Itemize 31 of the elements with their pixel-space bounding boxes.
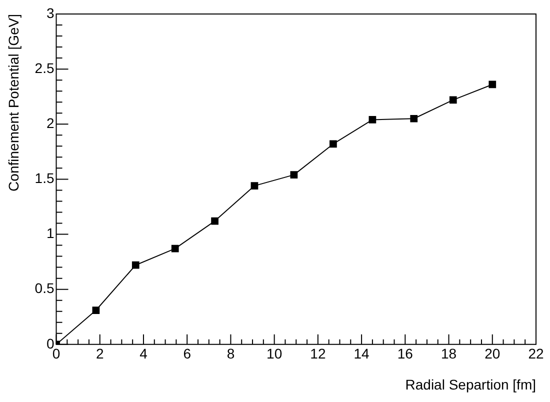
y-tick-label: 0.5 <box>34 280 54 296</box>
point <box>250 182 258 190</box>
x-tick-label: 12 <box>310 346 326 362</box>
y-tick-label: 0 <box>46 335 54 352</box>
y-axis-title: Confinement Potential [GeV] <box>5 14 22 192</box>
y-tick-label: 1 <box>46 225 54 242</box>
point <box>488 80 496 88</box>
point <box>330 140 337 148</box>
x-tick-label: 20 <box>484 346 500 362</box>
x-tick-label: 16 <box>397 346 414 362</box>
point <box>290 171 298 178</box>
x-tick-label: 10 <box>266 346 282 362</box>
point <box>171 244 179 252</box>
point <box>132 261 140 269</box>
x-tick-label: 2 <box>96 346 104 362</box>
x-tick-label: 18 <box>440 346 457 362</box>
x-axis-title: Radial Separtion [fm] <box>405 376 536 392</box>
point <box>368 116 376 124</box>
point <box>410 114 418 122</box>
x-tick-label: 4 <box>140 346 148 362</box>
y-tick-label: 1.5 <box>34 170 54 186</box>
x-tick-label: 22 <box>528 346 544 362</box>
x-tick-label: 8 <box>226 346 235 362</box>
point <box>92 306 100 314</box>
y-tick-label: 2 <box>46 114 54 131</box>
point <box>449 96 457 104</box>
x-tick-label: 14 <box>354 346 370 362</box>
x-tick-label: 6 <box>183 346 192 362</box>
point <box>211 217 218 225</box>
y-tick-label: 3 <box>46 4 54 21</box>
y-tick-label: 2.5 <box>34 60 54 76</box>
